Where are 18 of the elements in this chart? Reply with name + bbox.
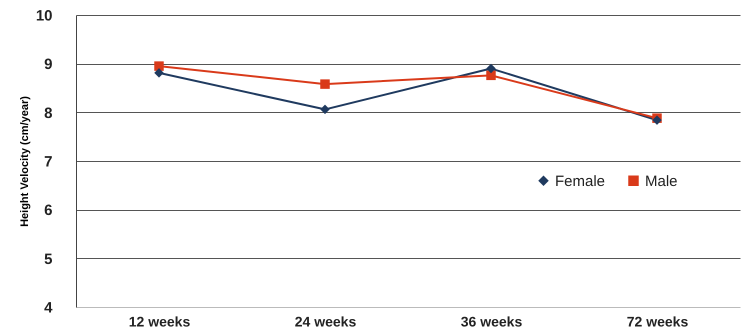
- legend-label: Female: [555, 172, 606, 190]
- x-tick-label: 36 weeks: [460, 314, 522, 330]
- point: [320, 104, 330, 114]
- point: [154, 68, 164, 78]
- x-tick-label: 24 weeks: [294, 314, 356, 330]
- y-tick-label: 8: [44, 104, 52, 122]
- legend-label: Male: [645, 172, 678, 190]
- y-tick-label: 5: [44, 250, 52, 268]
- y-tick-label: 10: [36, 8, 52, 24]
- point: [320, 79, 330, 89]
- y-tick-label: 4: [44, 300, 54, 316]
- point: [486, 64, 496, 74]
- x-tick-label: 12 weeks: [128, 314, 190, 330]
- y-tick-label: 6: [44, 202, 52, 220]
- y-axis-title: Height Velocity (cm/year): [18, 96, 31, 227]
- x-tick-label: 72 weeks: [626, 314, 688, 330]
- y-tick-label: 9: [44, 56, 52, 74]
- y-tick-label: 7: [44, 154, 52, 170]
